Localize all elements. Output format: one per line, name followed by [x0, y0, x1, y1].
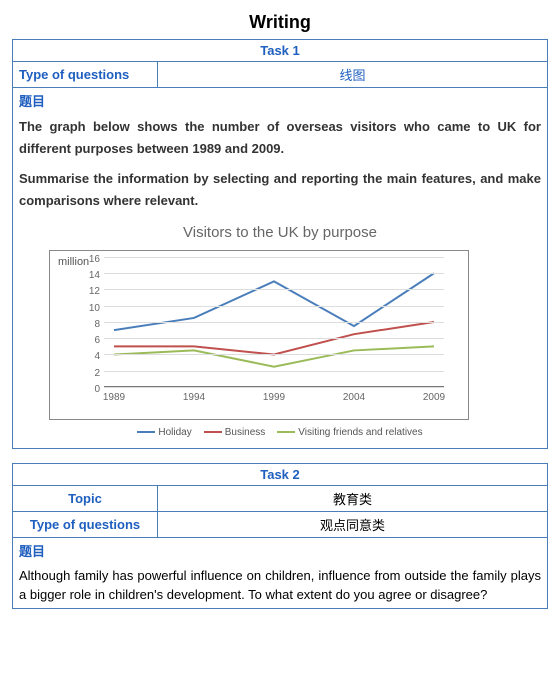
- y-tick: 8: [84, 316, 100, 333]
- x-tick: 2004: [343, 389, 365, 406]
- legend-label: Business: [225, 427, 266, 438]
- grid-line: [104, 322, 444, 323]
- grid-line: [104, 354, 444, 355]
- chart-title: Visitors to the UK by purpose: [49, 220, 511, 246]
- task2-table: Task 2 Topic 教育类 Type of questions 观点同意类…: [12, 463, 548, 609]
- task2-type-value: 观点同意类: [158, 511, 548, 537]
- x-tick: 2009: [423, 389, 445, 406]
- grid-line: [104, 306, 444, 307]
- page-title: Writing: [12, 12, 548, 33]
- grid-line: [104, 289, 444, 290]
- task1-header: Task 1: [13, 40, 548, 62]
- y-tick: 6: [84, 332, 100, 349]
- x-tick: 1989: [103, 389, 125, 406]
- task2-topic-label: Topic: [13, 485, 158, 511]
- y-tick: 12: [84, 283, 100, 300]
- legend-item: Business: [204, 424, 266, 441]
- task1-chart: Visitors to the UK by purpose million 02…: [49, 220, 511, 441]
- grid-line: [104, 371, 444, 372]
- y-tick: 2: [84, 365, 100, 382]
- task2-type-label: Type of questions: [13, 511, 158, 537]
- grid-line: [104, 387, 444, 388]
- chart-legend: Holiday Business Visiting friends and rela…: [49, 424, 511, 441]
- task1-prompt-p2: Summarise the information by selecting a…: [19, 168, 541, 212]
- x-tick: 1999: [263, 389, 285, 406]
- legend-label: Holiday: [158, 427, 191, 438]
- grid-line: [104, 338, 444, 339]
- legend-swatch: [277, 431, 295, 433]
- task1-table: Task 1 Type of questions 线图 题目 The graph…: [12, 39, 548, 449]
- task1-prompt-p1: The graph below shows the number of over…: [19, 116, 541, 160]
- series-line: [114, 346, 434, 366]
- grid-line: [104, 273, 444, 274]
- y-tick: 0: [84, 381, 100, 398]
- chart-area: million 02468101214161989199419992004200…: [49, 250, 469, 420]
- legend-swatch: [204, 431, 222, 433]
- task1-type-value: 线图: [158, 62, 548, 88]
- y-tick: 14: [84, 267, 100, 284]
- legend-label: Visiting friends and relatives: [298, 427, 422, 438]
- task1-topic-label: 题目: [13, 88, 548, 114]
- legend-swatch: [137, 431, 155, 433]
- grid-line: [104, 257, 444, 258]
- task2-topic-value: 教育类: [158, 485, 548, 511]
- task1-type-label: Type of questions: [13, 62, 158, 88]
- task2-header: Task 2: [13, 463, 548, 485]
- task2-topic-heading: 题目: [13, 537, 548, 563]
- chart-plot: [104, 257, 444, 387]
- x-tick: 1994: [183, 389, 205, 406]
- legend-item: Holiday: [137, 424, 191, 441]
- y-tick: 10: [84, 300, 100, 317]
- y-tick: 16: [84, 251, 100, 268]
- legend-item: Visiting friends and relatives: [277, 424, 422, 441]
- task2-prompt: Although family has powerful influence o…: [13, 563, 548, 609]
- y-tick: 4: [84, 348, 100, 365]
